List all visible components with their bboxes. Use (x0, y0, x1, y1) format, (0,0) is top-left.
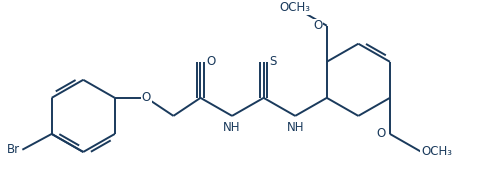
Text: OCH₃: OCH₃ (421, 146, 452, 159)
Text: Br: Br (7, 143, 20, 156)
Text: O: O (376, 127, 385, 140)
Text: O: O (206, 55, 215, 68)
Text: O: O (142, 91, 151, 104)
Text: NH: NH (223, 121, 241, 134)
Text: NH: NH (287, 121, 304, 134)
Text: S: S (269, 55, 277, 68)
Text: OCH₃: OCH₃ (280, 1, 311, 14)
Text: O: O (313, 19, 322, 32)
